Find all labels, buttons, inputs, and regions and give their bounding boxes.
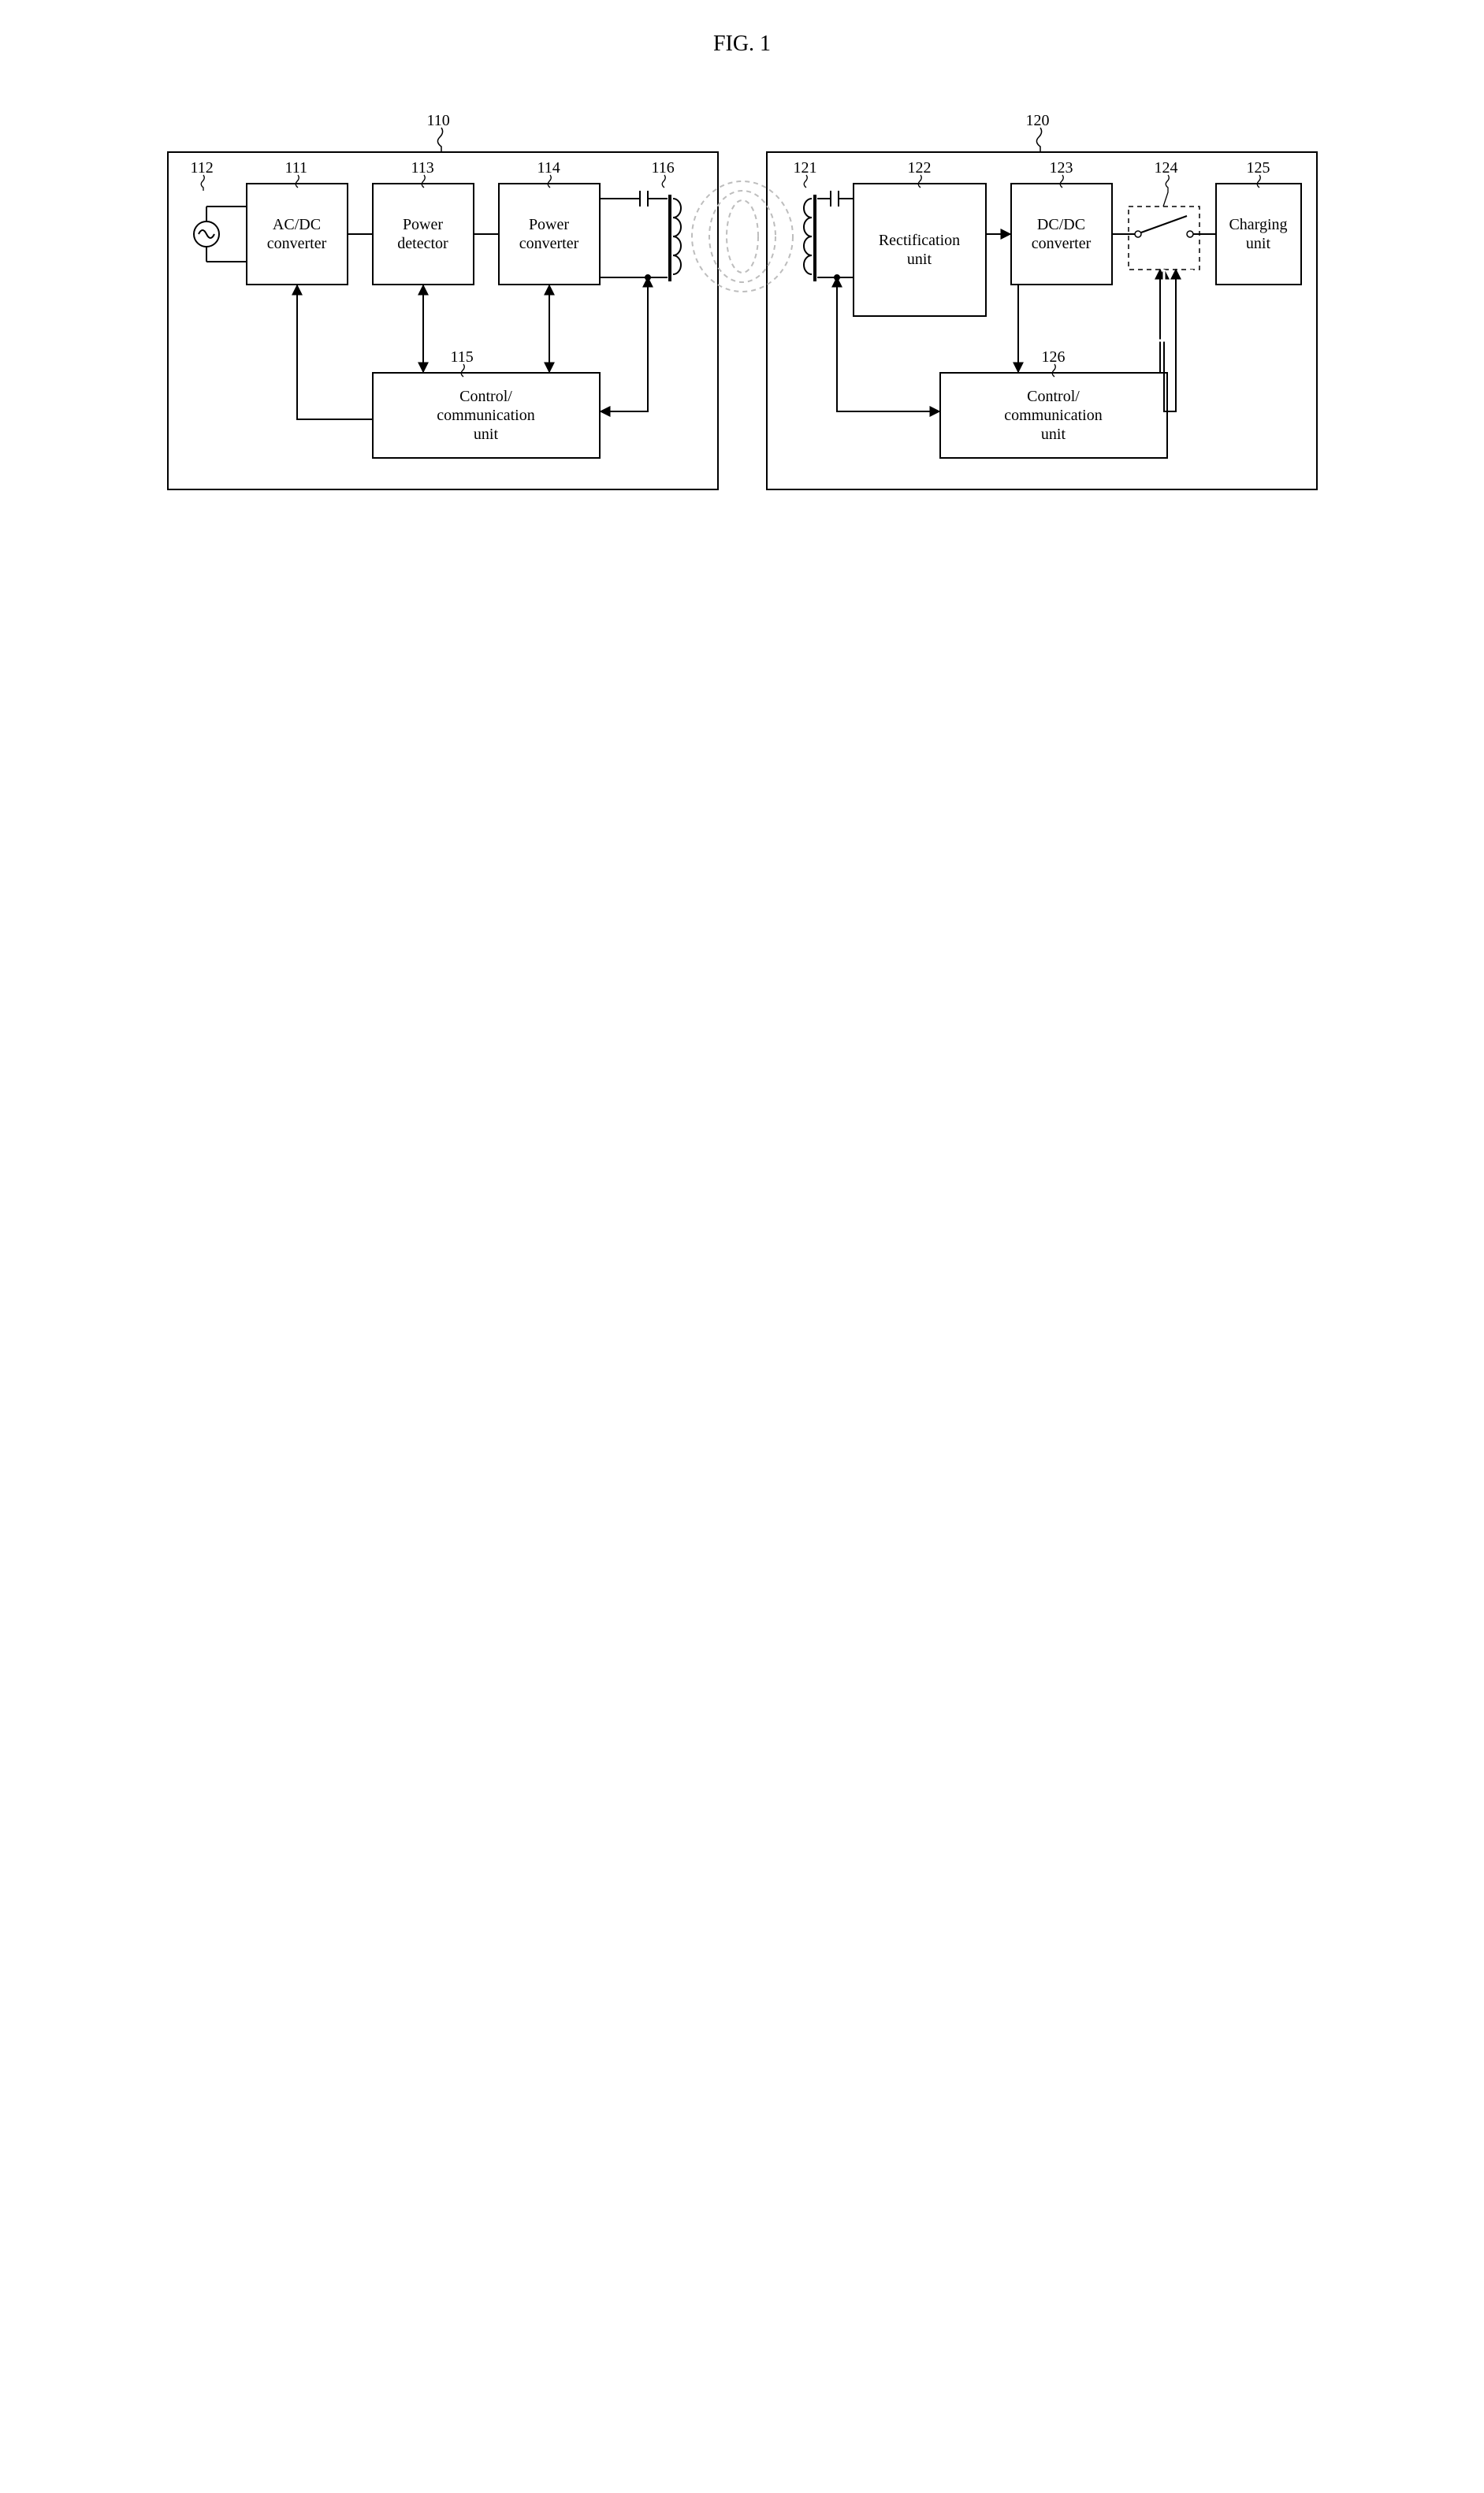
ref-110: 110 (427, 112, 450, 130)
tx-control-comm-block: Control/communicationunit (372, 372, 601, 459)
acdc-converter-block: AC/DCconverter (246, 183, 348, 285)
ref-112: 112 (191, 159, 214, 177)
dcdc-converter-label: DC/DCconverter (1032, 215, 1092, 253)
ref-120: 120 (1026, 112, 1050, 130)
power-converter-label: Powerconverter (519, 215, 579, 253)
acdc-converter-label: AC/DCconverter (267, 215, 327, 253)
power-detector-block: Powerdetector (372, 183, 474, 285)
figure-title: FIG. 1 (713, 32, 771, 57)
rectification-block: Rectificationunit (853, 183, 987, 317)
figure: FIG. 1 AC/DCconverter Powerdetector Powe… (32, 32, 1452, 522)
dcdc-converter-block: DC/DCconverter (1010, 183, 1113, 285)
rx-control-comm-label: Control/communicationunit (1004, 387, 1102, 444)
tx-control-comm-label: Control/communicationunit (437, 387, 534, 444)
ref-124: 124 (1155, 159, 1178, 177)
block-diagram: AC/DCconverter Powerdetector Powerconver… (151, 80, 1333, 522)
ref-115: 115 (451, 348, 474, 367)
ref-111: 111 (285, 159, 308, 177)
rx-control-comm-block: Control/communicationunit (939, 372, 1168, 459)
ref-122: 122 (908, 159, 932, 177)
ref-126: 126 (1042, 348, 1066, 367)
charging-unit-label: Chargingunit (1229, 215, 1287, 253)
ref-114: 114 (537, 159, 560, 177)
rectification-label: Rectificationunit (879, 231, 960, 269)
power-detector-label: Powerdetector (397, 215, 448, 253)
ref-123: 123 (1050, 159, 1073, 177)
ref-116: 116 (652, 159, 675, 177)
power-converter-block: Powerconverter (498, 183, 601, 285)
ref-125: 125 (1247, 159, 1270, 177)
ref-121: 121 (794, 159, 817, 177)
ref-113: 113 (411, 159, 434, 177)
charging-unit-block: Chargingunit (1215, 183, 1302, 285)
